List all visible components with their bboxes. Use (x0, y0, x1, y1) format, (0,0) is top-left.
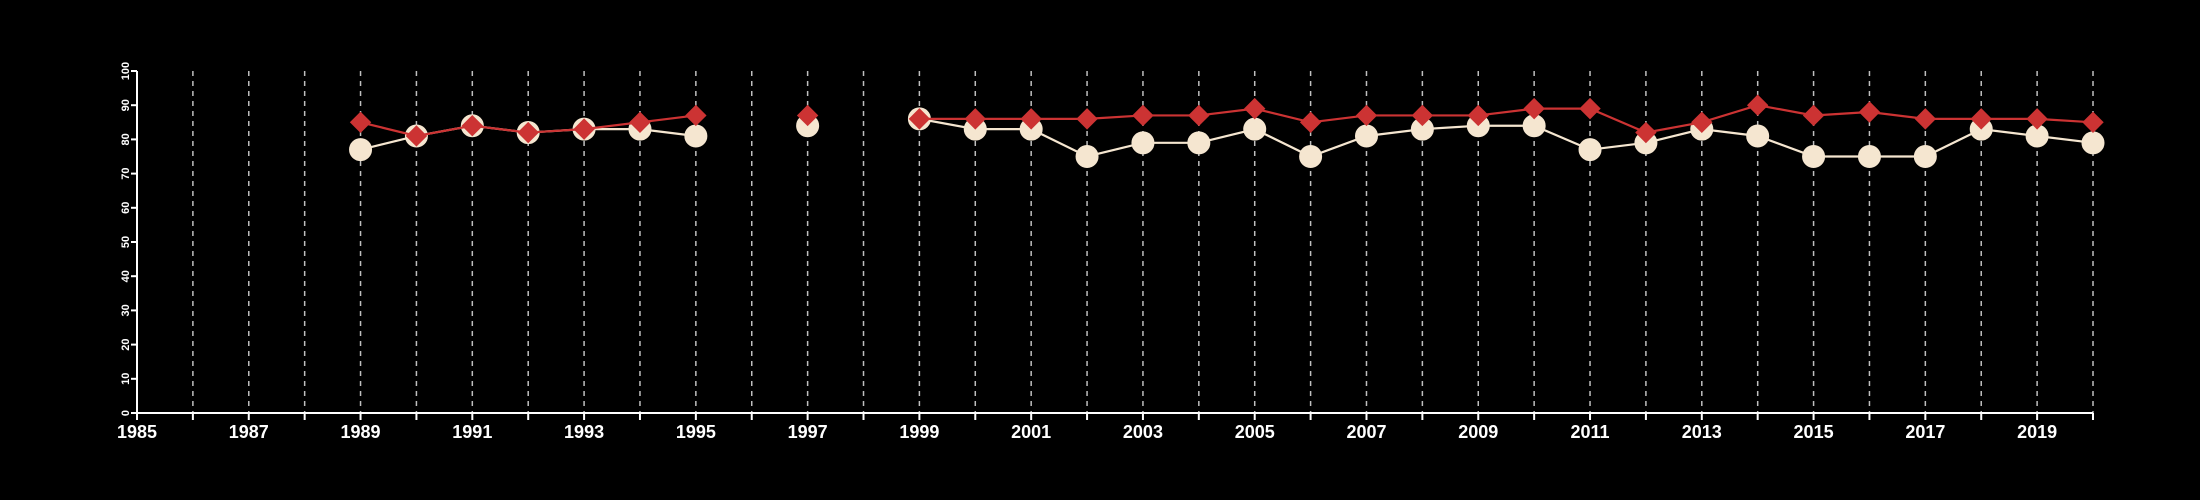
data-point-diamond (1970, 108, 1992, 130)
data-point-diamond (349, 111, 372, 134)
series-layer (349, 94, 2105, 168)
y-tick-label: 50 (120, 236, 132, 248)
data-point-diamond (1020, 108, 1042, 130)
data-point-diamond (796, 104, 819, 127)
y-tick-label: 30 (120, 304, 132, 316)
data-point-circle (1243, 117, 1267, 141)
data-point-diamond (2026, 108, 2048, 130)
data-point-diamond (1914, 108, 1937, 130)
data-point-diamond (1523, 97, 1545, 120)
data-point-circle (1354, 124, 1378, 148)
x-tick-label: 2015 (1794, 422, 1834, 442)
x-tick-label: 2017 (1905, 422, 1945, 442)
data-point-circle (2081, 131, 2105, 155)
data-point-diamond (1579, 97, 1601, 120)
y-tick-label: 0 (120, 410, 132, 416)
x-tick-label: 2011 (1570, 422, 1609, 442)
data-point-diamond (1411, 104, 1434, 127)
data-point-circle (1578, 138, 1602, 162)
x-tick-label: 1987 (229, 422, 269, 442)
data-point-diamond (573, 118, 595, 140)
data-point-diamond (1355, 104, 1378, 127)
data-point-diamond (1467, 104, 1489, 127)
x-tick-label: 2001 (1011, 422, 1051, 442)
x-tick-label: 2003 (1123, 422, 1163, 442)
y-tick-label: 10 (120, 373, 132, 385)
data-point-diamond (1299, 111, 1322, 134)
axes: 0 10 20 30 40 50 60 70 80 90 100 1985 1987 1989 1991 19… (117, 62, 2094, 442)
data-point-diamond (629, 111, 651, 134)
data-point-diamond (1244, 97, 1266, 120)
x-tick-label: 2009 (1458, 422, 1498, 442)
x-tick-label: 2005 (1235, 422, 1275, 442)
x-tick-label: 1997 (788, 422, 828, 442)
x-tick-label: 2013 (1682, 422, 1722, 442)
data-point-circle (1857, 145, 1881, 168)
data-point-diamond (2082, 111, 2104, 134)
data-point-diamond (908, 108, 931, 130)
x-tick-label: 2007 (1346, 422, 1386, 442)
y-tick-label: 70 (120, 167, 132, 179)
x-tick-label: 1999 (899, 422, 939, 442)
data-point-diamond (964, 108, 986, 130)
x-tick-label: 1989 (341, 422, 381, 442)
data-point-circle (1746, 124, 1770, 148)
data-point-diamond (1746, 94, 1769, 116)
data-point-diamond (1188, 104, 1210, 127)
data-point-diamond (1076, 108, 1098, 130)
data-point-diamond (1802, 104, 1825, 127)
series-line (919, 104, 2094, 134)
y-tick-label: 80 (120, 133, 132, 145)
data-point-diamond (1635, 121, 1657, 144)
y-tick-label: 100 (120, 62, 132, 80)
series-line (919, 117, 2094, 158)
data-point-diamond (461, 115, 484, 137)
data-point-circle (1913, 145, 1937, 168)
data-point-circle (1802, 145, 1826, 168)
data-point-circle (1075, 145, 1099, 168)
data-point-circle (1187, 131, 1211, 155)
data-point-diamond (1858, 101, 1881, 123)
x-tick-label: 1991 (452, 422, 492, 442)
data-point-diamond (405, 125, 428, 147)
y-tick-label: 60 (120, 202, 132, 214)
data-point-circle (684, 124, 708, 148)
y-tick-label: 40 (120, 270, 132, 282)
series-diamond (349, 94, 2104, 147)
gridlines (192, 71, 2094, 413)
data-point-diamond (685, 104, 707, 127)
data-point-diamond (517, 121, 539, 144)
y-tick-label: 90 (120, 99, 132, 111)
x-tick-label: 1995 (676, 422, 716, 442)
data-point-circle (1299, 145, 1323, 168)
x-tick-label: 1985 (117, 422, 157, 442)
data-point-diamond (1691, 111, 1713, 134)
data-point-circle (349, 138, 373, 162)
data-point-diamond (1132, 104, 1154, 127)
y-tick-label: 20 (120, 338, 132, 350)
x-tick-label: 1993 (564, 422, 604, 442)
data-point-circle (1131, 131, 1155, 155)
x-tick-label: 2019 (2017, 422, 2057, 442)
